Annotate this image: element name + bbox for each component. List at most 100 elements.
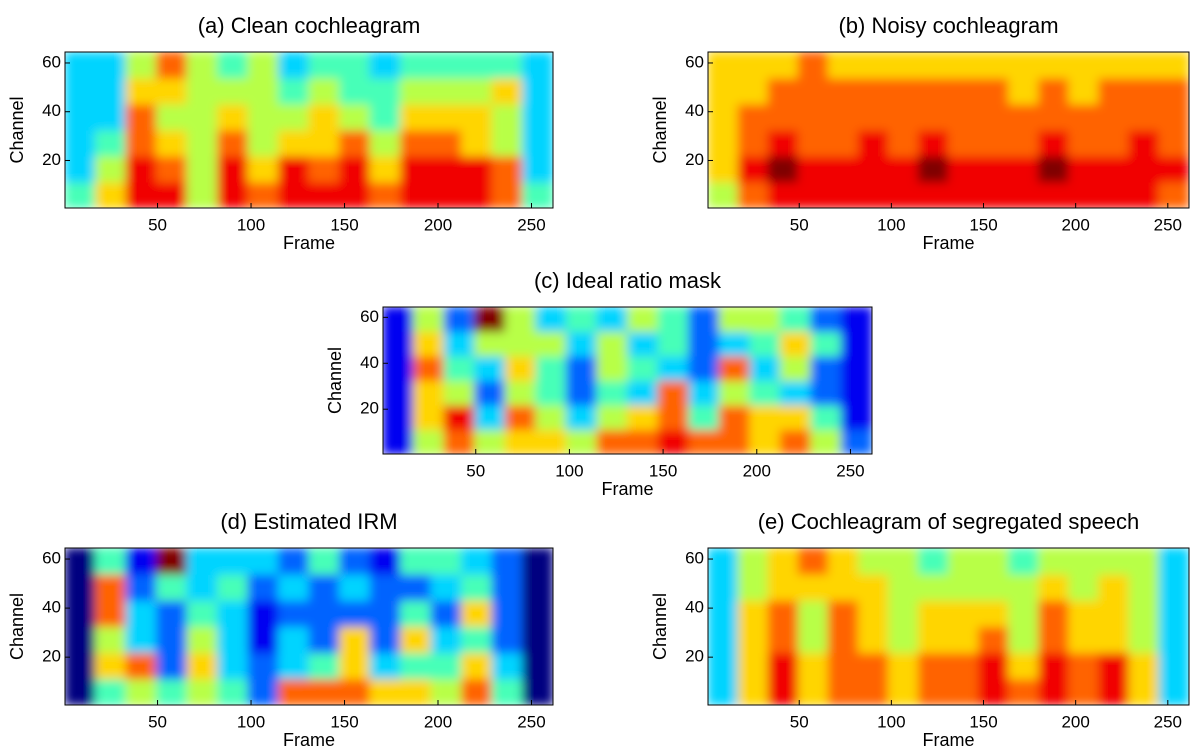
heatmap-cell bbox=[797, 626, 829, 654]
heatmap-cell bbox=[369, 52, 401, 79]
heatmap-cell bbox=[917, 181, 949, 208]
heatmap-cell bbox=[708, 573, 739, 601]
x-tick-label: 50 bbox=[148, 215, 167, 234]
heatmap-cell bbox=[767, 52, 799, 79]
heatmap-cell bbox=[217, 129, 249, 157]
x-axis-label: Frame bbox=[601, 479, 653, 499]
heatmap-cell bbox=[125, 181, 157, 208]
heatmap-cell bbox=[887, 52, 919, 79]
heatmap-cell bbox=[657, 404, 690, 430]
heatmap-cell bbox=[491, 103, 523, 131]
x-tick-label: 50 bbox=[790, 215, 809, 234]
panel: (e) Cochleagram of segregated speech 50 10… bbox=[650, 509, 1190, 750]
heatmap-cell bbox=[308, 678, 340, 705]
x-tick-label: 150 bbox=[330, 712, 358, 731]
heatmap-cell bbox=[857, 678, 889, 705]
heatmap-cell bbox=[278, 573, 310, 601]
heatmap-area bbox=[708, 548, 1189, 705]
heatmap-cell bbox=[767, 181, 799, 208]
x-axis-label: Frame bbox=[922, 233, 974, 253]
heatmap-cell bbox=[430, 52, 462, 79]
heatmap-cell bbox=[217, 599, 249, 627]
heatmap-cell bbox=[491, 155, 523, 183]
heatmap-cell bbox=[247, 129, 279, 157]
heatmap-cell bbox=[156, 103, 188, 131]
heatmap-cell bbox=[1158, 77, 1189, 105]
heatmap-cell bbox=[430, 548, 462, 575]
heatmap-cell bbox=[383, 307, 415, 332]
heatmap-area bbox=[65, 52, 553, 208]
heatmap-cell bbox=[596, 380, 628, 406]
heatmap-cells bbox=[383, 307, 872, 454]
heatmap-cell bbox=[797, 599, 829, 627]
heatmap-cell bbox=[217, 155, 249, 183]
heatmap-cell bbox=[383, 429, 415, 454]
heatmap-cell bbox=[504, 331, 537, 357]
heatmap-cell bbox=[461, 652, 493, 680]
heatmap-cell bbox=[339, 103, 371, 131]
heatmap-cell bbox=[827, 548, 859, 575]
heatmap-cell bbox=[339, 626, 371, 654]
heatmap-cell bbox=[95, 573, 127, 601]
heatmap-area bbox=[708, 52, 1189, 208]
heatmap-cell bbox=[400, 52, 432, 79]
heatmap-cell bbox=[1068, 626, 1100, 654]
heatmap-cell bbox=[1038, 155, 1070, 183]
heatmap-cell bbox=[339, 678, 371, 705]
heatmap-cell bbox=[491, 573, 523, 601]
heatmap-cell bbox=[797, 678, 829, 705]
heatmap-cell bbox=[917, 52, 949, 79]
heatmap-cell bbox=[383, 404, 415, 430]
y-tick-label: 40 bbox=[360, 353, 379, 372]
heatmap-cell bbox=[247, 626, 279, 654]
heatmap-cell bbox=[1128, 77, 1160, 105]
heatmap-cell bbox=[400, 548, 432, 575]
heatmap-cell bbox=[65, 77, 96, 105]
heatmap-cell bbox=[657, 331, 690, 357]
heatmap-cell bbox=[948, 626, 980, 654]
heatmap-cell bbox=[1068, 103, 1100, 131]
heatmap-cell bbox=[779, 355, 812, 381]
heatmap-cell bbox=[383, 380, 415, 406]
heatmap-cell bbox=[400, 181, 432, 208]
heatmap-cell bbox=[443, 307, 476, 332]
heatmap-cell bbox=[339, 77, 371, 105]
heatmap-cell bbox=[95, 103, 127, 131]
heatmap-cell bbox=[737, 599, 769, 627]
heatmap-cell bbox=[186, 678, 218, 705]
heatmap-cell bbox=[247, 599, 279, 627]
heatmap-cell bbox=[430, 626, 462, 654]
heatmap-cell bbox=[217, 678, 249, 705]
x-tick-label: 100 bbox=[877, 712, 905, 731]
heatmap-cell bbox=[1008, 77, 1040, 105]
heatmap-cell bbox=[840, 307, 872, 332]
heatmap-cell bbox=[708, 155, 739, 183]
x-tick-label: 200 bbox=[1061, 215, 1089, 234]
heatmap-cell bbox=[708, 626, 739, 654]
heatmap-cell bbox=[887, 626, 919, 654]
x-tick-label: 50 bbox=[466, 461, 485, 480]
y-tick-label: 20 bbox=[685, 647, 704, 666]
heatmap-cell bbox=[156, 129, 188, 157]
heatmap-cell bbox=[779, 380, 812, 406]
heatmap-cell bbox=[461, 548, 493, 575]
heatmap-cell bbox=[1098, 626, 1130, 654]
heatmap-cell bbox=[1038, 129, 1070, 157]
heatmap-cell bbox=[125, 77, 157, 105]
plot-frame bbox=[382, 306, 873, 455]
heatmap-cell bbox=[308, 573, 340, 601]
heatmap-cell bbox=[627, 331, 659, 357]
heatmap-cell bbox=[1008, 103, 1040, 131]
x-tick-label: 150 bbox=[330, 215, 358, 234]
heatmap-cell bbox=[1098, 181, 1130, 208]
heatmap-cell bbox=[1008, 652, 1040, 680]
heatmap-cell bbox=[917, 77, 949, 105]
heatmap-cell bbox=[522, 129, 553, 157]
heatmap-cell bbox=[461, 77, 493, 105]
heatmap-cell bbox=[522, 626, 553, 654]
heatmap-cell bbox=[1008, 52, 1040, 79]
heatmap-cell bbox=[400, 129, 432, 157]
heatmap-cell bbox=[247, 548, 279, 575]
heatmap-cell bbox=[522, 652, 553, 680]
heatmap-cell bbox=[95, 652, 127, 680]
